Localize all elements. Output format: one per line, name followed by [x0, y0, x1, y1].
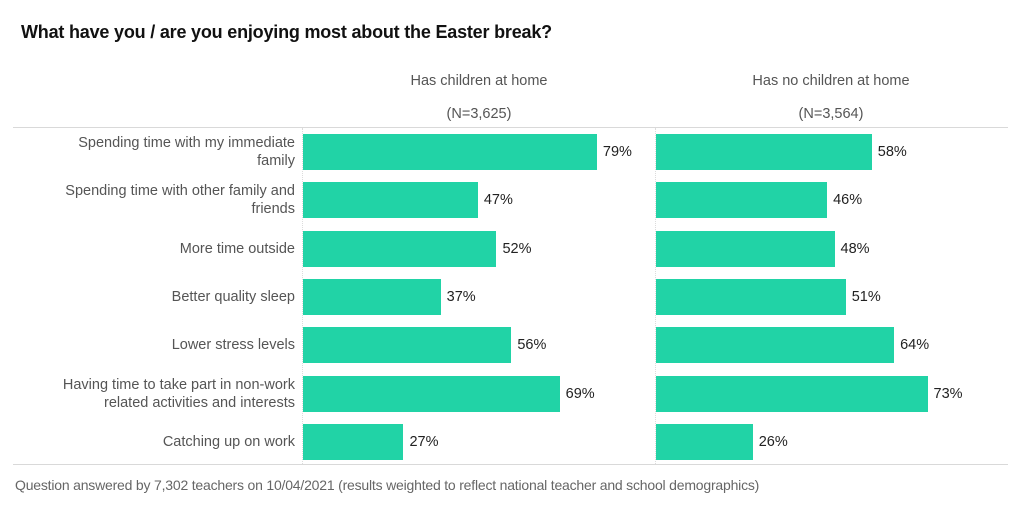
panel-sample-size: (N=3,564): [798, 106, 864, 122]
top-rule: [13, 127, 1008, 128]
panel-title: Has no children at home: [752, 73, 910, 89]
bar-no-children: [656, 134, 872, 170]
data-label: 27%: [409, 433, 439, 450]
bar-children: [303, 327, 512, 364]
footnote: Question answered by 7,302 teachers on 1…: [15, 477, 760, 493]
category-label-text: Having time to take part in non-work rela…: [62, 376, 295, 411]
category-label-text: Spending time with my immediate family: [78, 135, 295, 169]
data-label: 79%: [602, 144, 632, 160]
bar-no-children: [656, 423, 753, 460]
category-label-text: Spending time with other family and frien…: [65, 183, 295, 218]
data-label: 56%: [517, 337, 547, 354]
category-label: Lower stress levels: [14, 327, 295, 363]
data-label: 47%: [483, 192, 513, 209]
bar-children: [303, 134, 597, 170]
bar-no-children: [656, 375, 928, 412]
data-label: 37%: [446, 288, 476, 305]
bottom-axis-line: [13, 464, 1008, 465]
data-label: 69%: [565, 385, 595, 402]
panel-baseline-children: [302, 128, 303, 464]
category-label-text: Lower stress levels: [171, 337, 295, 354]
data-label: 64%: [900, 337, 930, 354]
data-label: 48%: [840, 240, 870, 257]
category-label: Spending time with my immediate family: [14, 134, 295, 170]
category-label: More time outside: [14, 231, 295, 267]
bar-children: [303, 375, 560, 412]
data-label: 58%: [877, 144, 907, 160]
category-label: Having time to take part in non-work rela…: [14, 376, 295, 412]
category-label: Catching up on work: [14, 424, 295, 460]
chart-title: What have you / are you enjoying most ab…: [21, 22, 552, 42]
category-label: Spending time with other family and frien…: [14, 182, 295, 218]
data-label: 73%: [933, 385, 963, 402]
data-label: 52%: [502, 240, 532, 257]
category-label-text: More time outside: [179, 240, 295, 257]
panel-title: Has children at home: [410, 73, 548, 89]
panel-sample-size: (N=3,625): [446, 106, 512, 122]
bar-no-children: [656, 230, 835, 267]
category-label-text: Catching up on work: [162, 433, 295, 450]
data-label: 46%: [833, 192, 863, 209]
category-label: Better quality sleep: [14, 279, 295, 315]
bar-children: [303, 182, 478, 219]
bar-no-children: [656, 182, 828, 219]
bar-children: [303, 423, 404, 460]
data-label: 51%: [851, 288, 881, 305]
bar-no-children: [656, 278, 846, 315]
category-label-text: Better quality sleep: [171, 288, 295, 305]
bar-children: [303, 278, 441, 315]
panel-baseline-no-children: [655, 128, 656, 464]
bar-no-children: [656, 327, 895, 364]
bar-children: [303, 230, 497, 267]
data-label: 26%: [758, 433, 788, 450]
